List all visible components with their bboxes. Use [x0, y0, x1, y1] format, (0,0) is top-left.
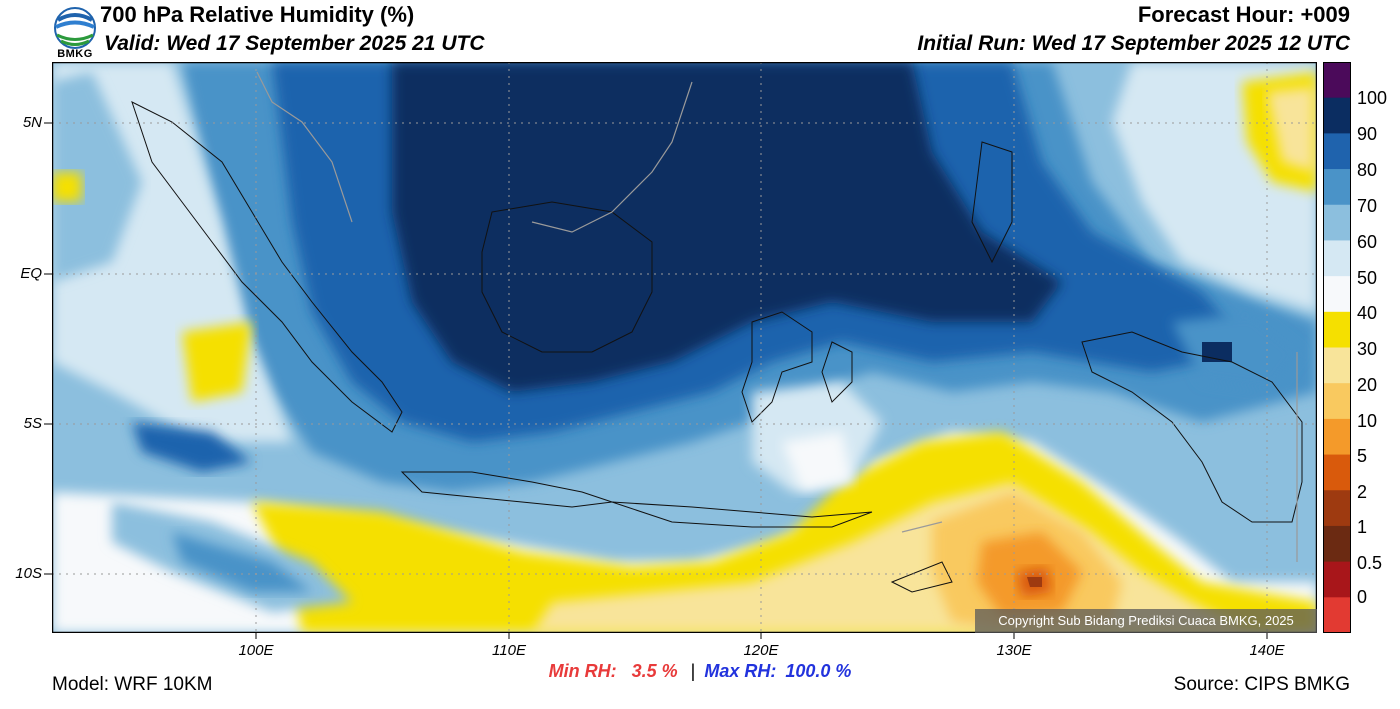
- colorbar-label: 60: [1357, 232, 1378, 252]
- colorbar-label: 10: [1357, 411, 1378, 431]
- lon-ticks: [255, 632, 1268, 639]
- colorbar-segment: [1323, 418, 1351, 456]
- graticule: [52, 62, 1317, 633]
- colorbar-segment: [1323, 597, 1351, 633]
- colorbar-segment: [1323, 525, 1351, 563]
- min-rh-value: 3.5 %: [631, 661, 678, 681]
- colorbar-label: 5: [1357, 446, 1368, 466]
- copyright-note: Copyright Sub Bidang Prediksi Cuaca BMKG…: [975, 609, 1317, 633]
- borders: [256, 71, 1298, 562]
- stats-separator: |: [690, 661, 696, 681]
- model-label: Model: WRF 10KM: [52, 674, 213, 695]
- colorbar-label: 80: [1357, 160, 1378, 180]
- colorbar-segment: [1323, 204, 1351, 241]
- colorbar-label: 30: [1357, 339, 1378, 359]
- colorbar-label: 0.5: [1357, 553, 1383, 573]
- colorbar-label: 1: [1357, 517, 1368, 537]
- lat-label-5n: 5N: [22, 114, 42, 131]
- rh-stats: Min RH: 3.5 % | Max RH: 100.0 %: [0, 661, 1400, 682]
- colorbar-label: 90: [1357, 124, 1378, 144]
- colorbar-label: 50: [1357, 268, 1378, 288]
- colorbar-label: 2: [1357, 482, 1368, 502]
- colorbar-segment: [1323, 240, 1351, 277]
- colorbar-label: 100: [1357, 88, 1388, 108]
- colorbar-segment: [1323, 97, 1351, 134]
- colorbar-segment: [1323, 347, 1351, 384]
- colorbar: [1323, 62, 1351, 633]
- max-rh-label: Max RH:: [704, 661, 777, 681]
- valid-time: Valid: Wed 17 September 2025 21 UTC: [104, 32, 485, 55]
- colorbar-segment: [1323, 490, 1351, 527]
- colorbar-segment: [1323, 276, 1351, 313]
- colorbar-segment: [1323, 383, 1351, 420]
- coastlines: [131, 101, 1303, 593]
- colorbar-segment: [1323, 561, 1351, 598]
- colorbar-label: 70: [1357, 196, 1378, 216]
- map-title: 700 hPa Relative Humidity (%): [100, 2, 415, 27]
- colorbar-label: 40: [1357, 303, 1378, 323]
- lon-label-120e: 120E: [743, 642, 779, 659]
- forecast-hour: Forecast Hour: +009: [1137, 2, 1350, 27]
- source-label: Source: CIPS BMKG: [1173, 674, 1350, 695]
- lon-label-140e: 140E: [1249, 642, 1285, 659]
- humidity-field: [52, 62, 1317, 633]
- max-rh-value: 100.0 %: [785, 661, 852, 681]
- lon-label-130e: 130E: [996, 642, 1032, 659]
- colorbar-segment: [1323, 133, 1351, 170]
- min-rh-label: Min RH:: [548, 661, 617, 681]
- colorbar-segment: [1323, 311, 1351, 348]
- bmkg-logo-icon: [54, 7, 96, 49]
- lat-label-eq: EQ: [20, 265, 42, 282]
- lat-label-5s: 5S: [23, 415, 42, 432]
- lat-ticks: [44, 122, 52, 575]
- humidity-map: [52, 62, 1317, 633]
- lon-label-100e: 100E: [238, 642, 274, 659]
- colorbar-border: [1323, 62, 1351, 633]
- lat-label-10s: 10S: [15, 565, 42, 582]
- colorbar-label: 20: [1357, 375, 1378, 395]
- colorbar-segment: [1323, 169, 1351, 206]
- map-border: [52, 62, 1317, 633]
- colorbar-segment: [1323, 454, 1351, 491]
- colorbar-label: 0: [1357, 587, 1368, 607]
- initial-run: Initial Run: Wed 17 September 2025 12 UT…: [917, 32, 1350, 55]
- logo-text: BMKG: [57, 48, 93, 60]
- colorbar-segment: [1323, 62, 1351, 99]
- lon-label-110e: 110E: [492, 642, 526, 659]
